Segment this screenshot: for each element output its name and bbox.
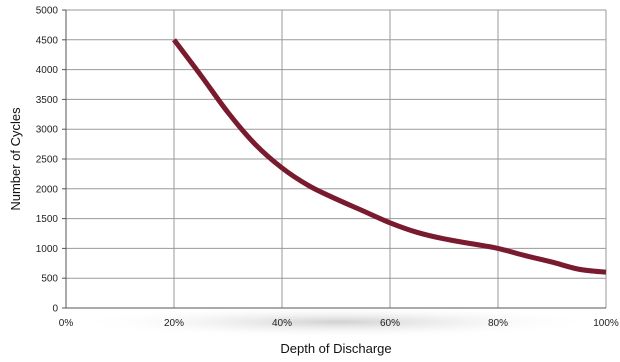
y-tick-label-8: 4000 (36, 65, 59, 76)
x-tick-label-5: 100% (593, 318, 619, 329)
x-axis-title: Depth of Discharge (280, 341, 391, 356)
axes (62, 9, 606, 309)
y-tick-label-1: 500 (41, 274, 58, 285)
series-layer (172, 38, 607, 275)
y-tick-label-6: 3000 (36, 125, 59, 136)
y-tick-label-9: 4500 (36, 35, 59, 46)
x-tick-label-0: 0% (59, 318, 74, 329)
y-tick-label-10: 5000 (36, 6, 59, 17)
y-tick-label-4: 2000 (36, 184, 59, 195)
y-tick-label-7: 3500 (36, 95, 59, 106)
x-tick-label-1: 20% (164, 318, 184, 329)
series-line-0 (172, 38, 607, 275)
y-tick-label-2: 1000 (36, 244, 59, 255)
y-tick-label-5: 2500 (36, 155, 59, 166)
y-axis-title: Number of Cycles (8, 107, 23, 211)
x-tick-labels: 0% 20% 40% 60% 80% 100% (59, 318, 619, 329)
grid (66, 9, 607, 308)
x-tick-label-3: 60% (380, 318, 400, 329)
plot-shadow (73, 306, 603, 338)
y-tick-label-3: 1500 (36, 214, 59, 225)
x-tick-label-4: 80% (488, 318, 508, 329)
y-tick-label-0: 0 (52, 304, 58, 315)
y-tick-labels: 0 500 1000 1500 2000 2500 3000 3500 4000 4500 5000 (36, 6, 59, 315)
x-tick-label-2: 40% (272, 318, 292, 329)
